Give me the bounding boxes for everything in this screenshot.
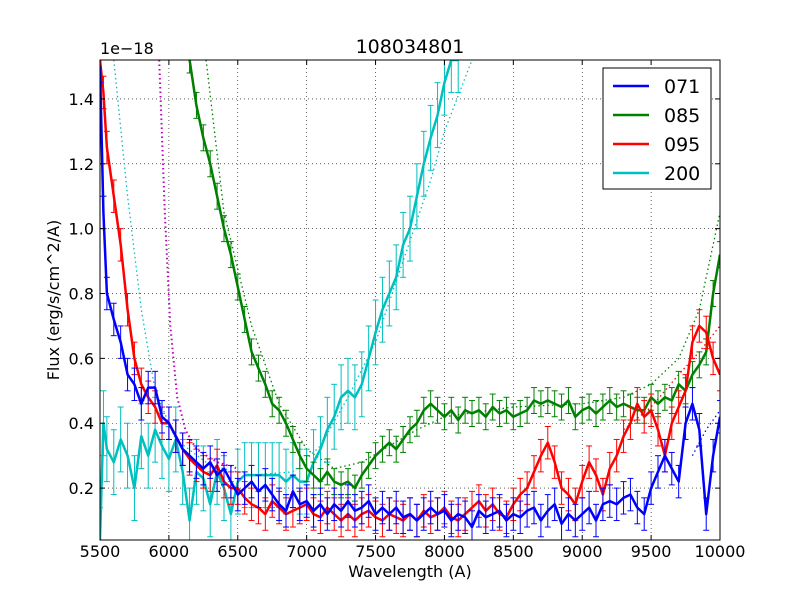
x-tick-label: 7000: [286, 542, 327, 561]
series-085: [186, 60, 720, 502]
plot-frame: [99, 59, 721, 541]
offset-text: 1e−18: [100, 39, 154, 58]
x-tick-label: 6000: [149, 542, 190, 561]
legend-label: 095: [664, 134, 700, 156]
x-tick-label: 5500: [80, 542, 121, 561]
y-tick-label: 0.8: [69, 285, 94, 304]
y-tick-label: 1.4: [69, 90, 94, 109]
x-tick-label: 7500: [355, 542, 396, 561]
x-axis-title: Wavelength (A): [348, 562, 471, 581]
legend-label: 085: [664, 105, 700, 127]
x-tick-label: 8500: [493, 542, 534, 561]
data-series: [100, 60, 720, 540]
y-axis-title: Flux (erg/s/cm^2/A): [44, 220, 63, 381]
legend-label: 071: [664, 76, 700, 98]
legend-box: [602, 67, 712, 190]
model-curve: [691, 409, 720, 457]
y-tick-label: 1.0: [69, 220, 94, 239]
model-curve: [158, 60, 239, 470]
legend-label: 200: [664, 163, 700, 185]
series-line: [100, 60, 459, 540]
x-tick-label: 9000: [562, 542, 603, 561]
chart-title: 108034801: [356, 36, 465, 58]
legend: 071 085 095 200: [602, 67, 712, 190]
y-tick-label: 0.6: [69, 349, 94, 368]
series-071: [100, 60, 720, 540]
axis-ticks: 5500 6000 6500 7000 7500 8000 8500 9000 9500 1000…: [69, 60, 746, 561]
y-tick-label: 0.4: [69, 414, 94, 433]
y-tick-label: 0.2: [69, 479, 94, 498]
series-line: [100, 60, 720, 522]
y-tick-label: 1.2: [69, 155, 94, 174]
series-line: [188, 60, 720, 490]
x-tick-label: 10000: [695, 542, 746, 561]
series-line: [100, 66, 720, 529]
x-tick-label: 8000: [424, 542, 465, 561]
x-tick-label: 6500: [217, 542, 258, 561]
x-tick-label: 9500: [631, 542, 672, 561]
